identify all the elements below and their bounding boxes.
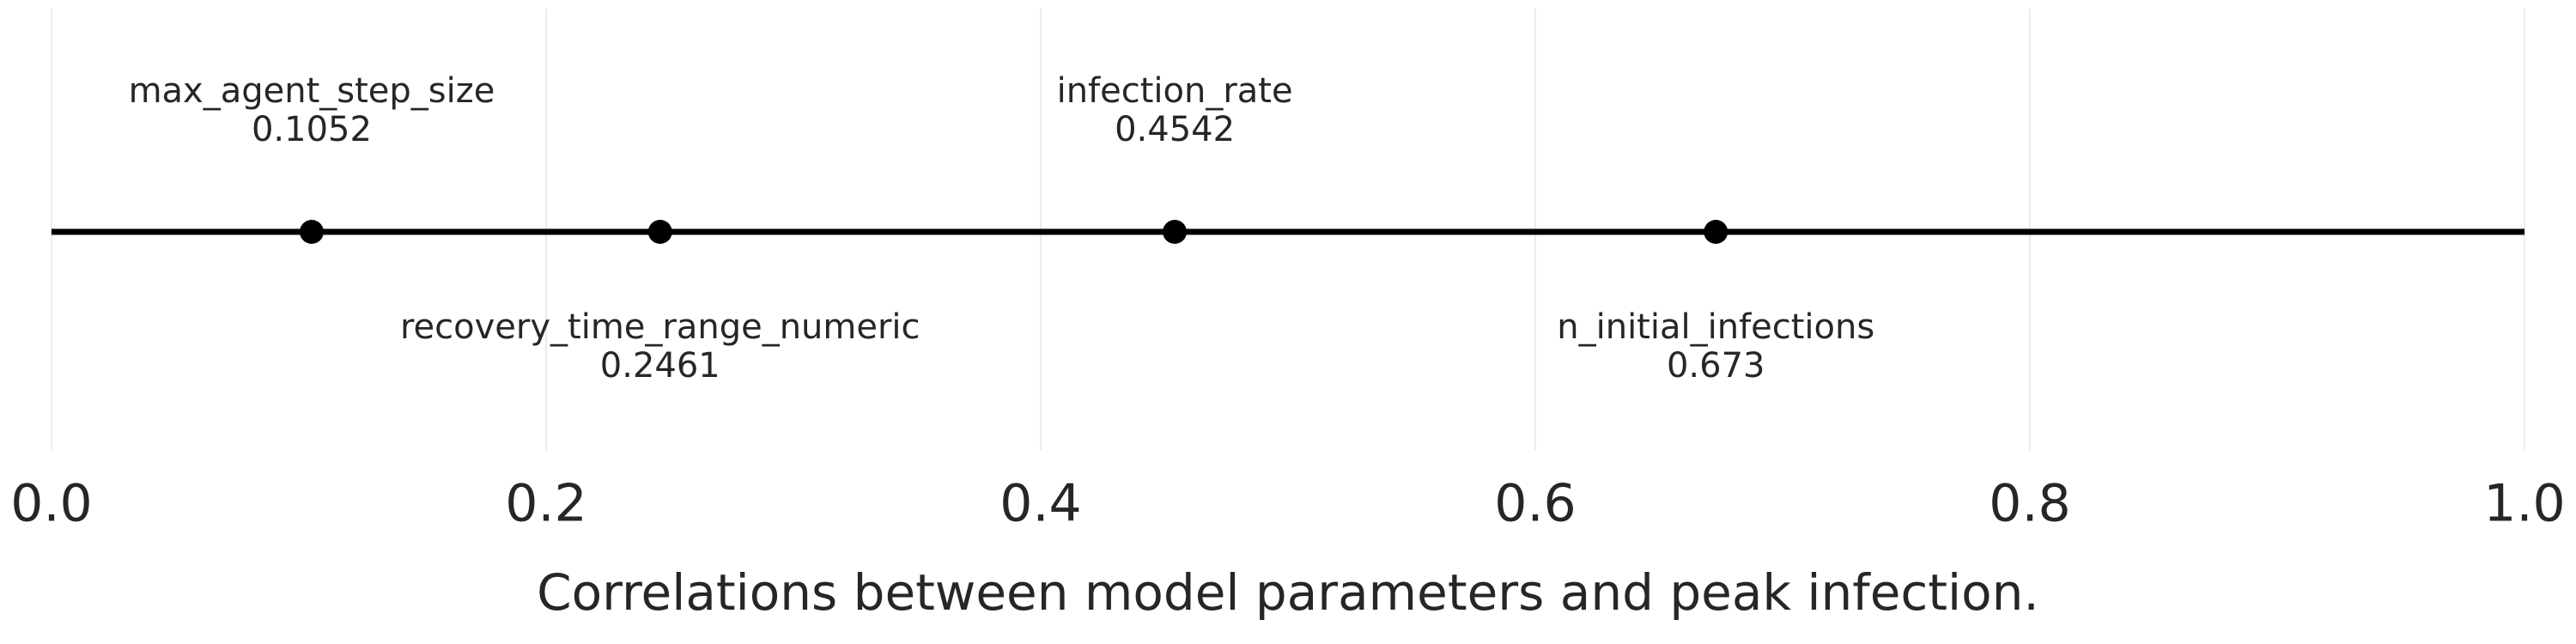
point-name-label: recovery_time_range_numeric [400,307,920,347]
x-axis-label: Correlations between model parameters an… [537,563,2039,622]
x-tick-label: 0.8 [1989,474,2070,534]
data-point [1704,220,1728,244]
point-name-label: max_agent_step_size [129,71,495,111]
x-tick-labels: 0.0 0.2 0.4 0.6 0.8 1.0 [10,474,2565,534]
data-point [1163,220,1188,244]
data-point [647,220,672,244]
point-value-label: 0.2461 [600,346,720,386]
point-name-label: infection_rate [1057,71,1293,111]
x-tick-label: 0.2 [505,474,586,534]
x-tick-label: 0.6 [1494,474,1576,534]
point-value-label: 0.1052 [252,110,372,149]
data-points [299,220,1728,244]
x-tick-label: 0.0 [10,474,92,534]
point-value-label: 0.673 [1667,346,1765,386]
x-tick-label: 1.0 [2483,474,2565,534]
data-point [299,220,324,244]
point-name-label: n_initial_infections [1557,307,1874,347]
x-tick-label: 0.4 [999,474,1081,534]
point-value-label: 0.4542 [1115,110,1235,149]
